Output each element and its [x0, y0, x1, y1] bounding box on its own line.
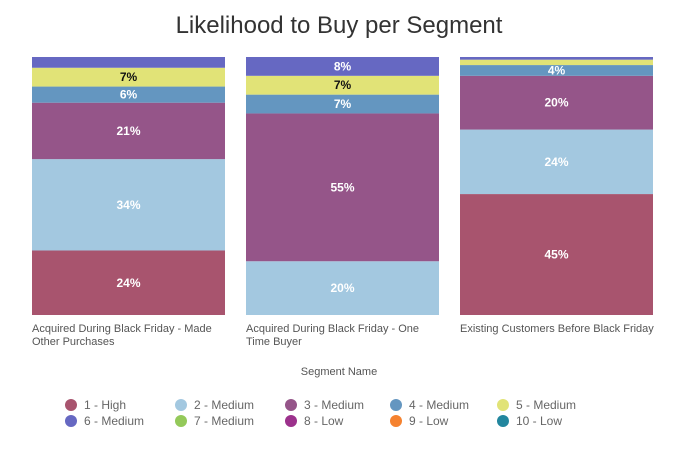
- bar-segment: [32, 86, 225, 103]
- legend-item[interactable]: 6 - Medium: [65, 414, 144, 428]
- legend-item[interactable]: 2 - Medium: [175, 398, 254, 412]
- data-label: 45%: [544, 248, 568, 262]
- chart-title: Likelihood to Buy per Segment: [175, 12, 503, 39]
- data-label: 7%: [120, 70, 138, 84]
- legend-swatch-icon: [390, 415, 402, 427]
- legend-item[interactable]: 8 - Low: [285, 414, 343, 428]
- data-label: 6%: [120, 88, 138, 102]
- bar-segment: [460, 65, 653, 76]
- data-label: 7%: [334, 78, 352, 92]
- bar-segment: [460, 194, 653, 315]
- legend-label: 6 - Medium: [84, 414, 145, 428]
- bar-segment: [246, 261, 439, 315]
- x-axis-title: Segment Name: [300, 366, 378, 378]
- category-label: Acquired During Black Friday - Made Othe…: [32, 323, 212, 348]
- data-label: 55%: [330, 180, 354, 194]
- bar-segment: [246, 113, 439, 262]
- bar-segment: [460, 75, 653, 130]
- legend-item[interactable]: 7 - Medium: [175, 414, 254, 428]
- legend-swatch-icon: [390, 399, 402, 411]
- bar-segment: [460, 59, 653, 66]
- legend-swatch-icon: [285, 415, 297, 427]
- data-label: 20%: [330, 281, 354, 295]
- legend-swatch-icon: [497, 399, 509, 411]
- legend-item[interactable]: 9 - Low: [390, 414, 448, 428]
- legend-swatch-icon: [285, 399, 297, 411]
- category-label: Acquired During Black Friday - One Time …: [246, 323, 420, 348]
- data-label: 8%: [334, 59, 352, 73]
- legend-label: 5 - Medium: [516, 398, 577, 412]
- legend-item[interactable]: 3 - Medium: [285, 398, 364, 412]
- legend-label: 2 - Medium: [194, 398, 255, 412]
- legend-label: 3 - Medium: [304, 398, 365, 412]
- data-label: 20%: [544, 96, 568, 110]
- data-label: 24%: [544, 155, 568, 169]
- data-label: 7%: [334, 97, 352, 111]
- bar-segment: [32, 102, 225, 160]
- bar-segment: [246, 57, 439, 76]
- bar-segment: [32, 57, 225, 68]
- bar-segment: [32, 250, 225, 315]
- bar-segment: [32, 159, 225, 251]
- legend-swatch-icon: [175, 399, 187, 411]
- legend-item[interactable]: 4 - Medium: [390, 398, 469, 412]
- bar-segment: [246, 75, 439, 95]
- legend-swatch-icon: [175, 415, 187, 427]
- bar-segment: [460, 57, 653, 60]
- data-label: 4%: [548, 63, 566, 77]
- legend-label: 8 - Low: [304, 414, 344, 428]
- category-label: Existing Customers Before Black Friday: [460, 323, 654, 335]
- legend-item[interactable]: 10 - Low: [497, 414, 562, 428]
- legend-label: 9 - Low: [409, 414, 449, 428]
- bar-segment: [246, 94, 439, 114]
- legend-swatch-icon: [65, 415, 77, 427]
- legend-swatch-icon: [65, 399, 77, 411]
- bar-segment: [32, 67, 225, 87]
- bar-segment: [460, 129, 653, 195]
- legend-label: 4 - Medium: [409, 398, 470, 412]
- legend-item[interactable]: 1 - High: [65, 398, 126, 412]
- legend-label: 10 - Low: [516, 414, 563, 428]
- legend-swatch-icon: [497, 415, 509, 427]
- legend-label: 7 - Medium: [194, 414, 255, 428]
- legend-label: 1 - High: [84, 398, 127, 412]
- data-label: 24%: [116, 276, 140, 290]
- legend-item[interactable]: 5 - Medium: [497, 398, 576, 412]
- data-label: 21%: [116, 124, 140, 138]
- data-label: 34%: [116, 198, 140, 212]
